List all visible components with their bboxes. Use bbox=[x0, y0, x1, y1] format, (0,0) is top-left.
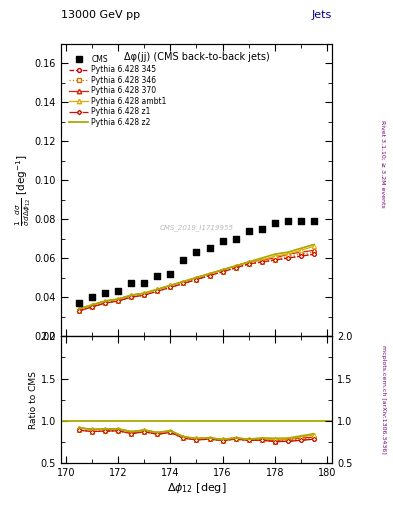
Point bbox=[128, 280, 134, 288]
Text: Δφ(jj) (CMS back-to-back jets): Δφ(jj) (CMS back-to-back jets) bbox=[124, 52, 269, 62]
Text: Jets: Jets bbox=[312, 10, 332, 20]
Text: CMS_2019_I1719955: CMS_2019_I1719955 bbox=[160, 224, 233, 231]
Text: mcplots.cern.ch [arXiv:1306.3436]: mcplots.cern.ch [arXiv:1306.3436] bbox=[381, 345, 386, 454]
Y-axis label: Ratio to CMS: Ratio to CMS bbox=[29, 371, 38, 429]
Point bbox=[311, 217, 317, 225]
Point bbox=[206, 244, 213, 252]
Point bbox=[76, 299, 82, 307]
Point bbox=[219, 237, 226, 245]
Legend: CMS, Pythia 6.428 345, Pythia 6.428 346, Pythia 6.428 370, Pythia 6.428 ambt1, P: CMS, Pythia 6.428 345, Pythia 6.428 346,… bbox=[68, 53, 168, 129]
Point bbox=[102, 289, 108, 297]
Point bbox=[298, 217, 304, 225]
Point bbox=[233, 234, 239, 243]
Point bbox=[272, 219, 278, 227]
Point bbox=[180, 256, 187, 264]
Point bbox=[141, 280, 147, 288]
Point bbox=[259, 225, 265, 233]
Point bbox=[115, 287, 121, 295]
Y-axis label: $\frac{1}{\bar{\sigma}}\frac{d\sigma}{d\Delta\phi_{12}}$ [deg$^{-1}$]: $\frac{1}{\bar{\sigma}}\frac{d\sigma}{d\… bbox=[14, 154, 33, 226]
Point bbox=[193, 248, 200, 257]
Point bbox=[89, 293, 95, 301]
Point bbox=[246, 227, 252, 235]
Point bbox=[285, 217, 291, 225]
Text: 13000 GeV pp: 13000 GeV pp bbox=[61, 10, 140, 20]
Point bbox=[167, 270, 174, 278]
Point bbox=[154, 271, 160, 280]
X-axis label: $\Delta\phi_{12}$ [deg]: $\Delta\phi_{12}$ [deg] bbox=[167, 481, 226, 495]
Text: Rivet 3.1.10; ≥ 3.2M events: Rivet 3.1.10; ≥ 3.2M events bbox=[381, 120, 386, 208]
